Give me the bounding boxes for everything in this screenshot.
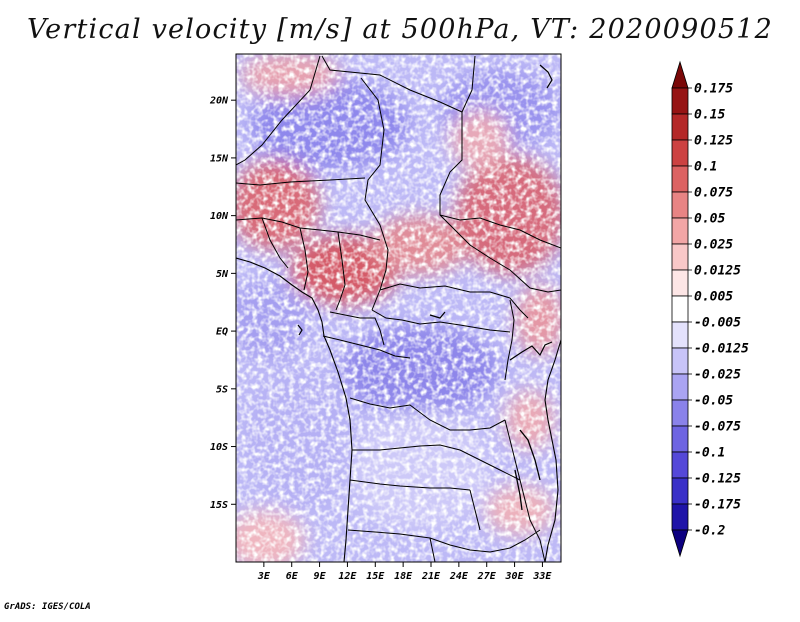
lon-tick-label: 27E	[477, 571, 497, 582]
colorbar-swatch	[671, 373, 689, 401]
lon-tick-label: 33E	[532, 571, 552, 582]
lat-tick-label: 10N	[210, 211, 229, 222]
map-frame	[235, 53, 562, 563]
lat-tick-label: EQ	[216, 327, 228, 338]
lat-tick-label: 20N	[209, 96, 229, 107]
colorbar-swatch	[671, 165, 689, 193]
coastline-east-africa	[544, 339, 561, 562]
colorbar-swatch	[671, 217, 689, 245]
axis-labels: 3E 6E 9E 12E 15E 18E 21E 24E 27E 30E 33E 20N 15N 10N 5…	[209, 96, 553, 582]
colorbar-label: 0.175	[694, 82, 733, 97]
lat-tick-label: 5S	[216, 384, 228, 395]
colorbar-swatch	[671, 295, 689, 323]
colorbar-swatch	[671, 503, 689, 531]
vertical-velocity-field	[236, 54, 561, 562]
colorbar-swatch	[671, 60, 689, 89]
colorbar-swatch	[671, 399, 689, 427]
colorbar-label: -0.175	[694, 498, 741, 513]
lat-tick-label: 15S	[210, 500, 228, 511]
map-title: Vertical velocity [m/s] at 500hPa, VT: 2…	[26, 14, 774, 45]
colorbar-swatch	[671, 139, 689, 167]
colorbar-label: 0.1	[694, 160, 717, 175]
colorbar: 0.175 0.15 0.125 0.1 0.075 0.05 0.025 0.0125 0.0…	[671, 60, 749, 558]
software-credit: GrADS: IGES/COLA	[4, 602, 91, 612]
colorbar-label: -0.005	[694, 316, 741, 331]
lat-tick-label: 15N	[210, 153, 229, 164]
colorbar-swatch	[671, 347, 689, 375]
colorbar-label: 0.15	[694, 108, 725, 123]
colorbar-label: -0.075	[694, 420, 741, 435]
lon-tick-label: 15E	[366, 571, 385, 582]
lon-tick-label: 18E	[394, 571, 413, 582]
colorbar-swatch	[671, 113, 689, 141]
colorbar-label: -0.2	[694, 524, 725, 539]
colorbar-swatch	[671, 243, 689, 271]
colorbar-label: 0.005	[694, 290, 733, 305]
colorbar-label: -0.05	[694, 394, 733, 409]
axis-ticks	[231, 99, 543, 567]
country-borders	[236, 55, 561, 562]
colorbar-label: 0.05	[694, 212, 725, 227]
colorbar-label: 0.0125	[694, 264, 741, 279]
colorbar-label: 0.075	[694, 186, 733, 201]
colorbar-label: -0.125	[694, 472, 741, 487]
colorbar-swatch	[671, 269, 689, 297]
colorbar-swatch	[671, 529, 689, 558]
lon-tick-label: 9E	[314, 571, 327, 582]
colorbar-swatch	[671, 191, 689, 219]
colorbar-swatch	[671, 321, 689, 349]
colorbar-label: 0.025	[694, 238, 733, 253]
colorbar-label: -0.1	[694, 446, 725, 461]
colorbar-swatch	[671, 87, 689, 115]
lon-tick-label: 30E	[505, 571, 525, 582]
lon-tick-label: 21E	[421, 571, 441, 582]
colorbar-swatch	[671, 477, 689, 505]
lat-tick-label: 10S	[210, 442, 228, 453]
colorbar-label: -0.025	[694, 368, 741, 383]
colorbar-swatch	[671, 451, 689, 479]
colorbar-label: 0.125	[694, 134, 733, 149]
lat-tick-label: 5N	[216, 269, 229, 280]
colorbar-label: -0.0125	[694, 342, 749, 357]
lon-tick-label: 6E	[286, 571, 299, 582]
lon-tick-label: 24E	[449, 571, 469, 582]
lon-tick-label: 3E	[257, 571, 271, 582]
colorbar-swatch	[671, 425, 689, 453]
lon-tick-label: 12E	[338, 571, 357, 582]
